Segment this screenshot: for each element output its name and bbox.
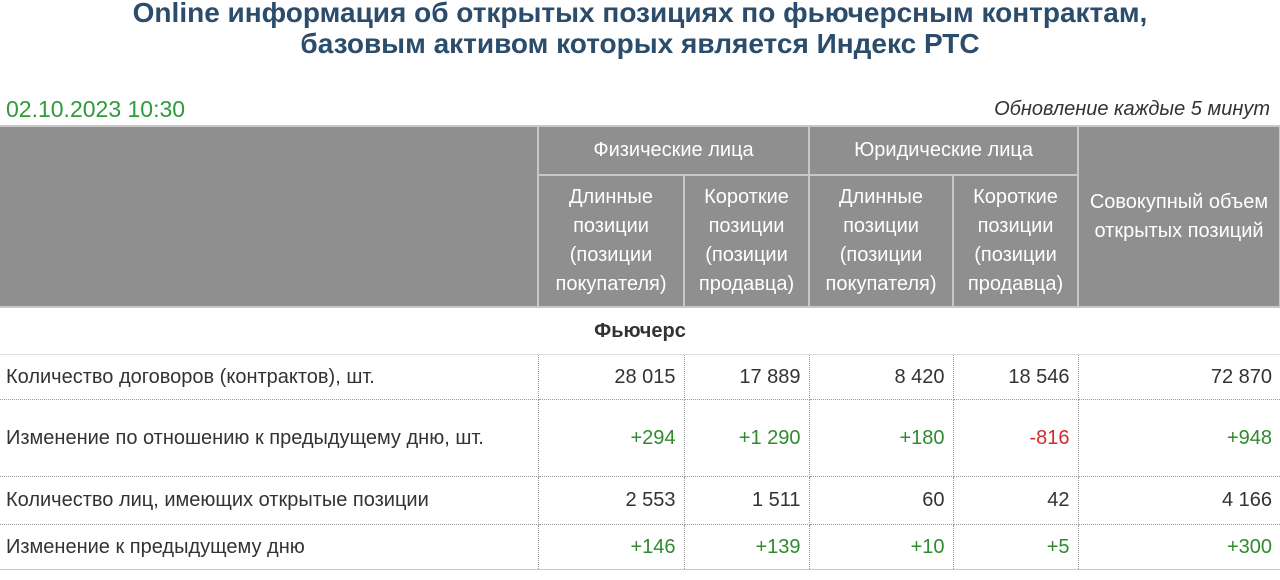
cell-value: 28 015 — [538, 354, 685, 400]
cell-value: 17 889 — [684, 354, 810, 400]
header-individuals-long: Длинные позиции (позиции покупателя) — [537, 174, 685, 308]
cell-value: 60 — [809, 476, 954, 525]
section-label-futures: Фьючерс — [0, 307, 1280, 355]
table-row: Количество лиц, имеющих открытые позиции… — [0, 476, 1280, 525]
row-label: Изменение к предыдущему дню — [0, 524, 539, 570]
table-row: Изменение по отношению к предыдущему дню… — [0, 399, 1280, 477]
cell-value: 18 546 — [953, 354, 1079, 400]
cell-value: 4 166 — [1078, 476, 1280, 525]
cell-value: +5 — [953, 524, 1079, 570]
cell-value: +139 — [684, 524, 810, 570]
positions-table: Физические лица Юридические лица Совокуп… — [0, 125, 1280, 570]
cell-value: +1 290 — [684, 399, 810, 477]
row-label: Количество договоров (контрактов), шт. — [0, 354, 539, 400]
page-title: Online информация об открытых позициях п… — [0, 0, 1280, 59]
header-individuals-short: Короткие позиции (позиции продавца) — [682, 174, 811, 308]
cell-value: +146 — [538, 524, 685, 570]
table-row: Изменение к предыдущему дню +146 +139 +1… — [0, 524, 1280, 570]
header-individuals: Физические лица — [536, 125, 811, 176]
cell-value: 42 — [953, 476, 1079, 525]
cell-value: 1 511 — [684, 476, 810, 525]
header-legal-short: Короткие позиции (позиции продавца) — [952, 174, 1080, 308]
header-total-open-interest: Совокупный объем открытых позиций — [1077, 125, 1280, 308]
row-label: Количество лиц, имеющих открытые позиции — [0, 476, 539, 525]
row-label: Изменение по отношению к предыдущему дню… — [0, 399, 539, 477]
page-title-line2: базовым активом которых является Индекс … — [300, 28, 980, 59]
header-legal-long: Длинные позиции (позиции покупателя) — [808, 174, 955, 308]
header-legal-entities: Юридические лица — [808, 125, 1080, 176]
page-title-line1: Online информация об открытых позициях п… — [132, 0, 1148, 28]
cell-value: -816 — [953, 399, 1079, 477]
cell-value: 72 870 — [1078, 354, 1280, 400]
header-corner-cell — [0, 125, 539, 308]
cell-value: +294 — [538, 399, 685, 477]
cell-value: +300 — [1078, 524, 1280, 570]
cell-value: +948 — [1078, 399, 1280, 477]
cell-value: +180 — [809, 399, 954, 477]
table-row: Количество договоров (контрактов), шт. 2… — [0, 354, 1280, 400]
cell-value: +10 — [809, 524, 954, 570]
cell-value: 2 553 — [538, 476, 685, 525]
cell-value: 8 420 — [809, 354, 954, 400]
update-note: Обновление каждые 5 минут — [994, 98, 1270, 120]
datetime-stamp: 02.10.2023 10:30 — [6, 96, 186, 122]
